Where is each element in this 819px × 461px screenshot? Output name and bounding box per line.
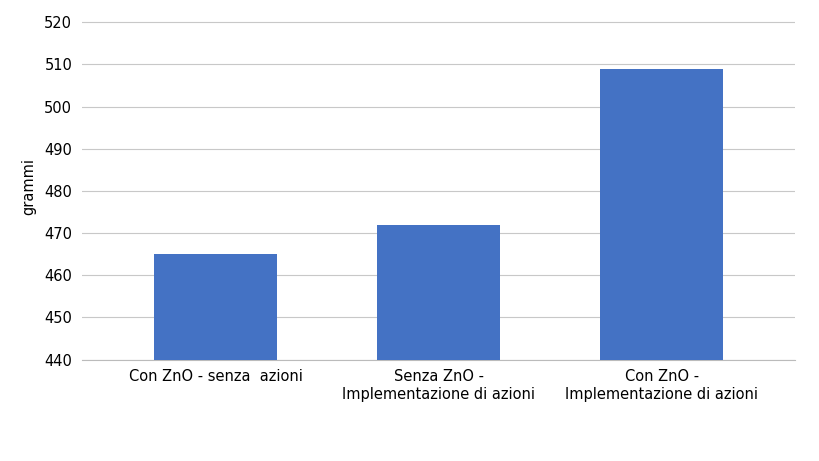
Bar [377,225,500,461]
Bar [600,69,722,461]
Bar [154,254,277,461]
Y-axis label: grammi: grammi [21,158,36,215]
